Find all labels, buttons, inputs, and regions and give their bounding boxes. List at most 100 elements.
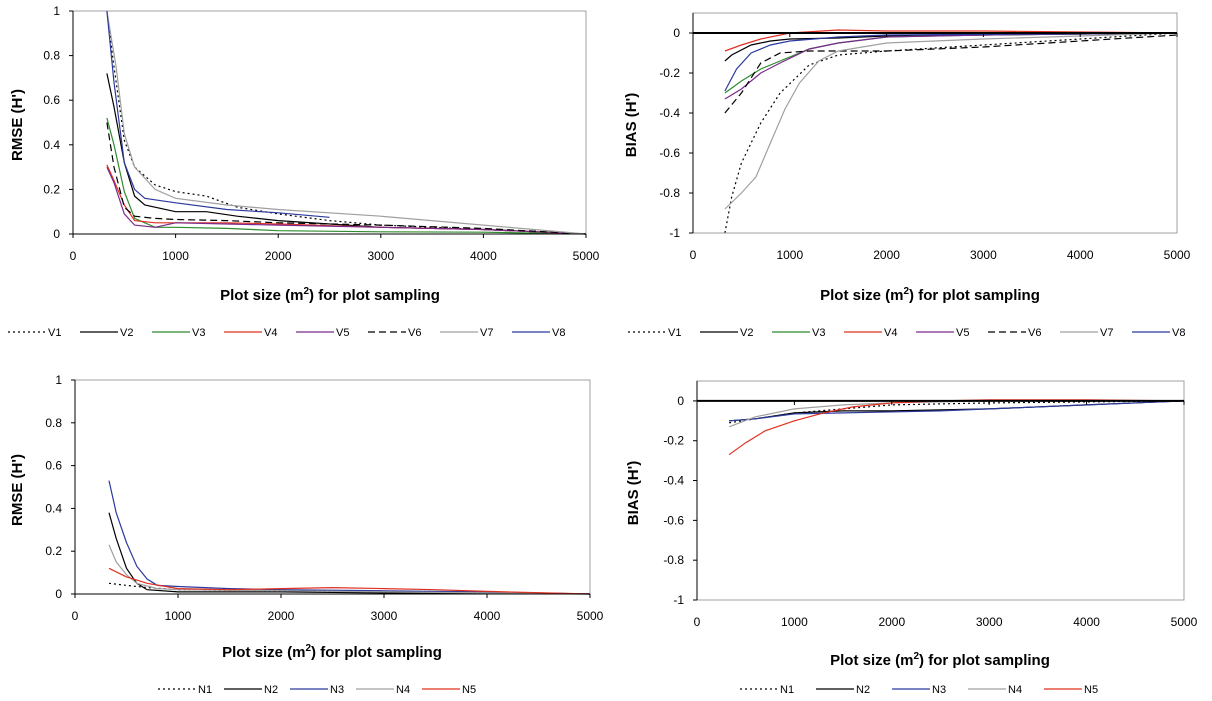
y-axis-label: BIAS (H') xyxy=(625,461,642,525)
y-tick-label: 0.4 xyxy=(45,501,62,515)
x-tick-label: 4000 xyxy=(1073,615,1100,629)
series-line-v4 xyxy=(106,164,587,235)
series-line-v7 xyxy=(106,10,587,235)
legend-label-n3: N3 xyxy=(330,684,344,696)
x-tick-label: 2000 xyxy=(268,609,295,623)
series-line-v3 xyxy=(724,32,1178,94)
legend-label-n2: N2 xyxy=(856,684,870,696)
series-line-v1 xyxy=(724,32,1178,234)
x-tick-label: 1000 xyxy=(781,615,808,629)
legend-label-v6: V6 xyxy=(1028,327,1041,339)
x-tick-label: 1000 xyxy=(165,609,192,623)
x-axis-label: Plot size (m2) for plot sampling xyxy=(222,643,442,661)
plot-frame xyxy=(692,12,1178,234)
series-line-n4 xyxy=(108,544,591,595)
x-axis-label: Plot size (m2) for plot sampling xyxy=(820,286,1040,304)
series-line-v8 xyxy=(106,10,330,218)
x-axis-label: Plot size (m2) for plot sampling xyxy=(220,286,440,304)
series-line-n5 xyxy=(728,399,1185,456)
chart-bias-v: 0 -0.2 -0.4 -0.6 -0.8 -1 0 1000 2000 3000 4000 5000… xyxy=(623,12,1191,339)
legend-label-v2: V2 xyxy=(740,327,753,339)
series-line-v6 xyxy=(106,122,587,235)
y-tick-label: -0.2 xyxy=(659,66,680,80)
legend-label-n4: N4 xyxy=(396,684,410,696)
legend-label-v5: V5 xyxy=(956,327,969,339)
legend-label-v1: V1 xyxy=(48,327,61,339)
x-tick-label: 0 xyxy=(690,248,697,262)
y-tick-label: 0.4 xyxy=(43,138,60,152)
x-tick-label: 3000 xyxy=(976,615,1003,629)
series-line-v2 xyxy=(106,73,587,235)
legend-label-n1: N1 xyxy=(198,684,212,696)
legend-label-v8: V8 xyxy=(552,327,565,339)
x-tick-label: 5000 xyxy=(573,249,600,263)
y-tick-label: 1 xyxy=(55,373,62,387)
x-tick-label: 3000 xyxy=(371,609,398,623)
x-tick-label: 5000 xyxy=(577,609,604,623)
x-tick-label: 5000 xyxy=(1164,248,1191,262)
legend-label-v6: V6 xyxy=(408,327,421,339)
plot-frame xyxy=(72,10,587,235)
y-tick-label: 0.8 xyxy=(45,416,62,430)
y-tick-label: 0 xyxy=(55,587,62,601)
series-line-v3 xyxy=(106,117,587,235)
x-tick-label: 2000 xyxy=(873,248,900,262)
y-axis-label: BIAS (H') xyxy=(623,93,640,157)
x-tick-label: 4000 xyxy=(470,249,497,263)
series-line-n5 xyxy=(108,567,591,595)
legend-label-v2: V2 xyxy=(120,327,133,339)
legend-label-v8: V8 xyxy=(1172,327,1185,339)
y-axis-label: RMSE (H') xyxy=(9,454,26,526)
x-tick-label: 3000 xyxy=(970,248,997,262)
series-line-v7 xyxy=(724,32,1178,210)
y-tick-label: -0.6 xyxy=(663,513,684,527)
y-axis-label: RMSE (H') xyxy=(9,89,26,161)
y-tick-label: 0 xyxy=(53,227,60,241)
x-tick-label: 4000 xyxy=(474,609,501,623)
chart-bias-n: 0 -0.2 -0.4 -0.6 -0.8 -1 0 1000 2000 3000 4000 5000… xyxy=(625,380,1198,696)
y-tick-label: -0.4 xyxy=(659,106,680,120)
series-line-n3 xyxy=(108,480,591,595)
legend-label-v1: V1 xyxy=(668,327,681,339)
y-tick-label: -0.4 xyxy=(663,474,684,488)
legend-label-n4: N4 xyxy=(1008,684,1022,696)
y-tick-label: 0.8 xyxy=(43,49,60,63)
plot-frame xyxy=(74,379,591,595)
series-line-v6 xyxy=(724,34,1178,114)
x-tick-label: 5000 xyxy=(1171,615,1198,629)
x-tick-label: 0 xyxy=(72,609,79,623)
x-tick-label: 2000 xyxy=(878,615,905,629)
chart-rmse-n: 0 0.2 0.4 0.6 0.8 1 0 1000 2000 3000 4000 5000 RMSE… xyxy=(9,373,604,696)
y-tick-label: -0.6 xyxy=(659,146,680,160)
legend-label-v7: V7 xyxy=(480,327,493,339)
x-tick-label: 1000 xyxy=(162,249,189,263)
y-tick-label: 1 xyxy=(53,4,60,18)
legend-label-v4: V4 xyxy=(884,327,897,339)
y-tick-label: 0.6 xyxy=(43,93,60,107)
legend-label-v7: V7 xyxy=(1100,327,1113,339)
y-tick-label: 0 xyxy=(677,394,684,408)
y-tick-label: 0 xyxy=(673,26,680,40)
series-line-v5 xyxy=(724,32,1178,100)
legend-label-v3: V3 xyxy=(812,327,825,339)
y-tick-label: 0.2 xyxy=(43,182,60,196)
legend-label-n3: N3 xyxy=(932,684,946,696)
legend-label-n5: N5 xyxy=(1084,684,1098,696)
y-tick-label: -0.2 xyxy=(663,434,684,448)
y-tick-label: -0.8 xyxy=(659,186,680,200)
y-tick-label: -0.8 xyxy=(663,553,684,567)
y-tick-label: 0.2 xyxy=(45,544,62,558)
legend-label-n1: N1 xyxy=(780,684,794,696)
legend-label-n5: N5 xyxy=(462,684,476,696)
x-axis-label: Plot size (m2) for plot sampling xyxy=(830,651,1050,669)
series-line-v5 xyxy=(106,166,587,235)
x-tick-label: 0 xyxy=(70,249,77,263)
y-tick-label: 0.6 xyxy=(45,459,62,473)
x-tick-label: 1000 xyxy=(776,248,803,262)
series-line-v8 xyxy=(724,32,1178,92)
y-tick-label: -1 xyxy=(673,593,684,607)
series-line-n3 xyxy=(729,400,1185,422)
legend-label-n2: N2 xyxy=(264,684,278,696)
series-line-v4 xyxy=(724,29,1178,52)
x-tick-label: 2000 xyxy=(265,249,292,263)
